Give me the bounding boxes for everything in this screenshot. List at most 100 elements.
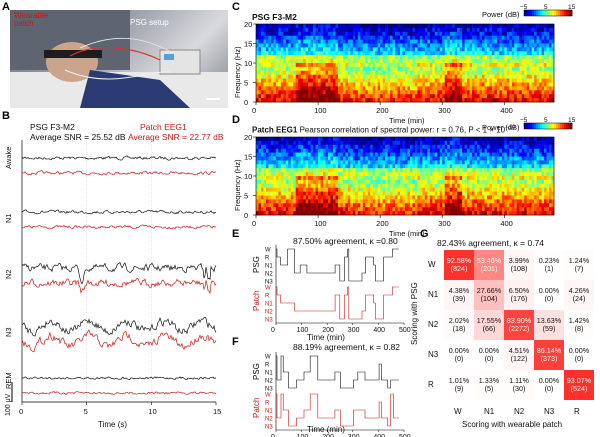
spectrogram-cell	[283, 36, 286, 40]
spectrogram-cell	[311, 86, 314, 90]
spectrogram-cell	[517, 184, 520, 188]
spectrogram-cell	[522, 24, 525, 28]
spectrogram-cell	[524, 211, 527, 215]
spectrogram-cell	[368, 71, 371, 75]
spectrogram-cell	[353, 137, 356, 141]
spectrogram-cell	[348, 47, 351, 51]
spectrogram-cell	[467, 180, 470, 184]
spectrogram-cell	[447, 51, 450, 55]
spectrogram-cell	[276, 86, 279, 90]
spectrogram-cell	[273, 86, 276, 90]
spectrogram-cell	[412, 180, 415, 184]
spectrogram-cell	[385, 40, 388, 44]
spectrogram-cell	[539, 180, 542, 184]
spectrogram-cell	[385, 149, 388, 153]
spectrogram-cell	[343, 24, 346, 28]
spectrogram-cell	[360, 203, 363, 207]
spectrogram-cell	[323, 137, 326, 141]
spectrogram-cell	[519, 36, 522, 40]
spectrogram-cell	[316, 164, 319, 168]
spectrogram-cell	[390, 164, 393, 168]
spectrogram-cell	[529, 137, 532, 141]
spectrogram-cell	[407, 71, 410, 75]
spectrogram-cell	[258, 145, 261, 149]
spectrogram-cell	[477, 211, 480, 215]
spectrogram-cell	[326, 98, 329, 102]
spectrogram-cell	[527, 149, 530, 153]
spectrogram-cell	[268, 145, 271, 149]
spectrogram-cell	[363, 184, 366, 188]
spectrogram-cell	[405, 164, 408, 168]
spectrogram-cell	[539, 32, 542, 36]
spectrogram-cell	[271, 137, 274, 141]
spectrogram-cell	[375, 28, 378, 32]
spectrogram-cell	[445, 149, 448, 153]
spectrogram-cell	[321, 94, 324, 98]
spectrogram-cell	[373, 184, 376, 188]
spectrogram-cell	[549, 172, 552, 176]
spectrogram-cell	[328, 149, 331, 153]
spectrogram-cell	[425, 28, 428, 32]
spectrogram-cell	[537, 59, 540, 63]
spectrogram-cell	[462, 59, 465, 63]
spectrogram-cell	[502, 55, 505, 59]
spectrogram-cell	[263, 199, 266, 203]
spectrogram-cell	[328, 75, 331, 79]
spectrogram-cell	[306, 24, 309, 28]
spectrogram-cell	[358, 98, 361, 102]
spectrogram-cell	[360, 59, 363, 63]
spectrogram-cell	[477, 137, 480, 141]
spectrogram-cell	[452, 203, 455, 207]
spectrogram-cell	[263, 172, 266, 176]
spectrogram-cell	[537, 149, 540, 153]
spectrogram-cell	[313, 188, 316, 192]
spectrogram-cell	[360, 51, 363, 55]
spectrogram-cell	[544, 51, 547, 55]
spectrogram-cell	[261, 51, 264, 55]
spectrogram-cell	[445, 203, 448, 207]
spectrogram-cell	[256, 86, 259, 90]
spectrogram-cell	[281, 28, 284, 32]
spectrogram-cell	[383, 141, 386, 145]
spectrogram-cell	[542, 149, 545, 153]
spectrogram-cell	[350, 55, 353, 59]
spectrogram-cell	[343, 207, 346, 211]
spectrogram-cell	[340, 36, 343, 40]
spectrogram-cell	[460, 36, 463, 40]
spectrogram-cell	[410, 28, 413, 32]
spectrogram-cell	[549, 67, 552, 71]
spectrogram-cell	[412, 172, 415, 176]
spectrogram-cell	[494, 164, 497, 168]
colorbar-segment	[536, 10, 538, 16]
spectrogram-cell	[539, 75, 542, 79]
spectrogram-cell	[529, 24, 532, 28]
spectrogram-cell	[398, 28, 401, 32]
spectrogram-cell	[502, 172, 505, 176]
spectrogram-cell	[368, 44, 371, 48]
spectrogram-cell	[278, 196, 281, 200]
spectrogram-cell	[512, 32, 515, 36]
spectrogram-cell	[472, 47, 475, 51]
spectrogram-cell	[410, 160, 413, 164]
spectrogram-cell	[482, 196, 485, 200]
spectrogram-cell	[497, 32, 500, 36]
spectrogram-cell	[509, 94, 512, 98]
spectrogram-cell	[263, 32, 266, 36]
spectrogram-cell	[494, 157, 497, 161]
spectrogram-cell	[499, 51, 502, 55]
spectrogram-cell	[492, 188, 495, 192]
spectrogram-cell	[296, 90, 299, 94]
spectrogram-cell	[281, 160, 284, 164]
spectrogram-cell	[398, 79, 401, 83]
spectrogram-cell	[507, 184, 510, 188]
spectrogram-cell	[532, 188, 535, 192]
colorbar-segment	[564, 10, 566, 16]
spectrogram-cell	[477, 28, 480, 32]
spectrogram-cell	[415, 83, 418, 87]
spectrogram-cell	[504, 192, 507, 196]
spectrogram-cell	[494, 32, 497, 36]
spectrogram-cell	[353, 180, 356, 184]
spectrogram-cell	[355, 157, 358, 161]
spectrogram-cell	[301, 51, 304, 55]
spectrogram-cell	[296, 24, 299, 28]
